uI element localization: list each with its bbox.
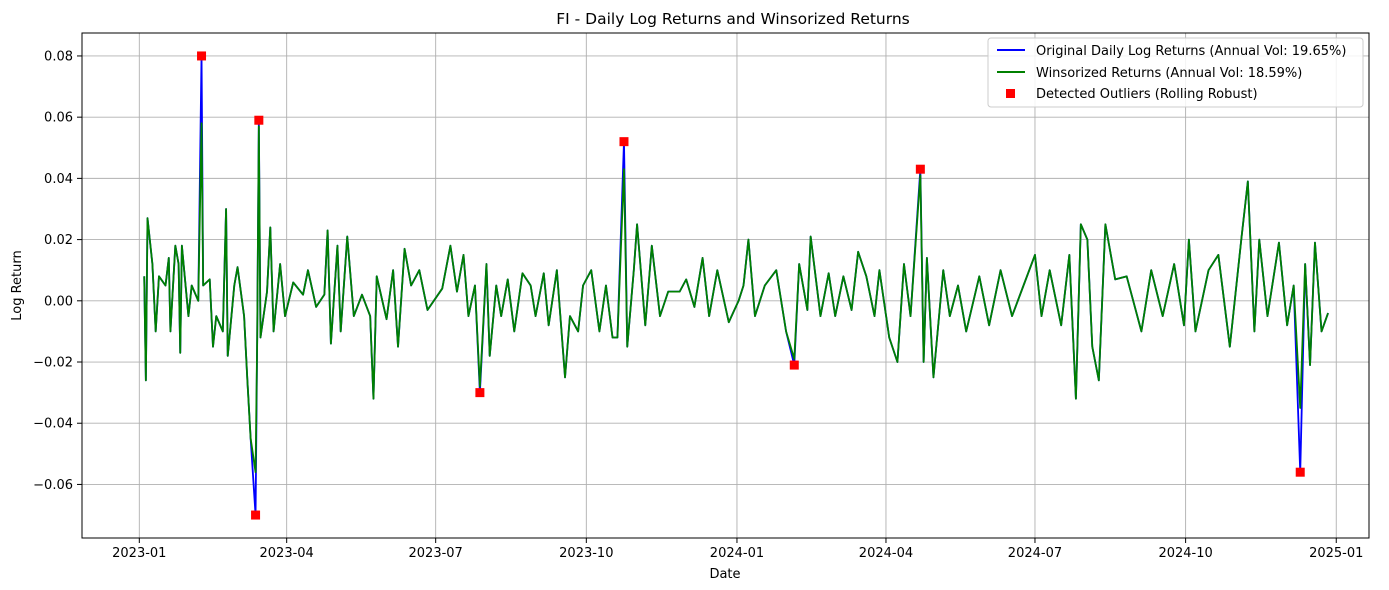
x-tick-label: 2024-10	[1158, 546, 1212, 561]
x-tick-label: 2024-04	[859, 546, 913, 561]
legend-label-outliers: Detected Outliers (Rolling Robust)	[1036, 87, 1258, 102]
grid-lines	[82, 33, 1369, 538]
y-tick-label: 0.00	[44, 294, 73, 309]
outlier-markers	[197, 51, 1305, 520]
y-axis-ticks: −0.06 −0.04 −0.02 0.00 0.02 0.04 0.06 0.08	[33, 49, 82, 493]
chart-title: FI - Daily Log Returns and Winsorized Re…	[556, 10, 910, 28]
legend-label-original: Original Daily Log Returns (Annual Vol: …	[1036, 44, 1346, 59]
series-lines	[143, 55, 1329, 516]
x-axis-ticks: 2023-01 2023-04 2023-07 2023-10 2024-01 2024-…	[112, 538, 1363, 561]
outlier-point	[254, 115, 264, 125]
plot-area-frame	[81, 32, 1370, 539]
x-tick-label: 2023-10	[559, 546, 613, 561]
x-tick-label: 2023-04	[260, 546, 314, 561]
y-tick-label: 0.02	[44, 233, 73, 248]
y-tick-label: 0.06	[44, 111, 73, 126]
y-tick-label: −0.06	[33, 478, 73, 493]
y-tick-label: −0.04	[33, 417, 73, 432]
outlier-point	[1295, 467, 1305, 477]
outlier-point	[619, 137, 629, 147]
outlier-point	[197, 51, 207, 61]
y-tick-label: 0.08	[44, 49, 73, 64]
outlier-point	[251, 510, 261, 520]
outlier-point	[475, 388, 485, 398]
legend: Original Daily Log Returns (Annual Vol: …	[987, 37, 1364, 108]
x-tick-label: 2023-07	[409, 546, 463, 561]
y-tick-label: −0.02	[33, 356, 73, 371]
legend-box	[987, 37, 1364, 108]
x-tick-label: 2023-01	[112, 546, 166, 561]
outlier-point	[915, 164, 925, 174]
x-tick-label: 2025-01	[1309, 546, 1363, 561]
legend-swatch-outliers	[1006, 89, 1015, 98]
winsorized-returns-line	[143, 122, 1329, 474]
x-tick-label: 2024-01	[710, 546, 764, 561]
y-axis-label: Log Return	[10, 250, 25, 321]
outlier-point	[789, 360, 799, 370]
x-axis-label: Date	[709, 567, 740, 582]
y-tick-label: 0.04	[44, 172, 73, 187]
legend-label-winsorized: Winsorized Returns (Annual Vol: 18.59%)	[1036, 66, 1302, 81]
x-tick-label: 2024-07	[1008, 546, 1062, 561]
original-returns-line	[143, 55, 1329, 516]
